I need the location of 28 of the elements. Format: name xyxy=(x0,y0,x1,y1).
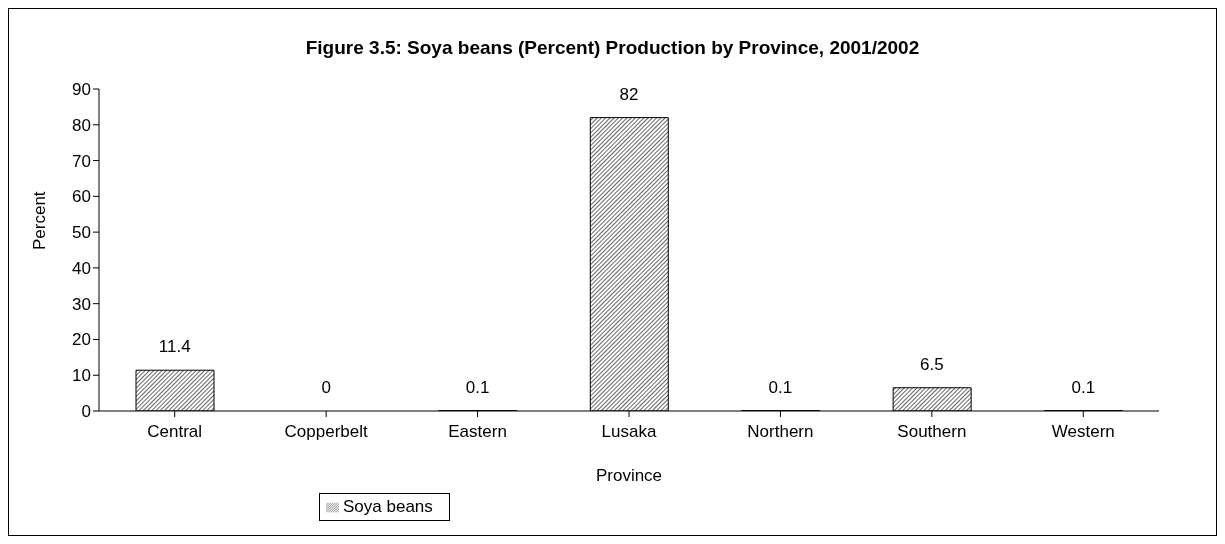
data-label: 0 xyxy=(321,378,331,397)
x-tick-label: Lusaka xyxy=(601,422,657,442)
data-label: 0.1 xyxy=(465,377,490,397)
y-tick-label: 60 xyxy=(72,187,91,207)
y-axis-title: Percent xyxy=(30,191,50,250)
chart-title: Figure 3.5: Soya beans (Percent) Production by Province, 2001/2002 xyxy=(304,37,921,59)
x-tick-label: Central xyxy=(147,422,203,442)
data-label: 0.1 xyxy=(768,377,793,397)
y-tick-label: 40 xyxy=(72,258,91,278)
x-axis-title: Province xyxy=(595,466,663,485)
y-tick-label: 50 xyxy=(72,223,91,243)
y-tick-label: 90 xyxy=(72,80,91,100)
y-tick-label: 20 xyxy=(72,330,91,350)
data-label: 82 xyxy=(619,84,639,104)
x-tick-label: Southern xyxy=(897,422,967,442)
y-tick-label: 0 xyxy=(81,402,91,422)
data-label: 6.5 xyxy=(920,354,944,374)
y-tick-label: 30 xyxy=(72,294,91,314)
y-tick-label: 10 xyxy=(72,366,91,386)
data-label: 11.4 xyxy=(158,337,191,357)
y-tick-label: 80 xyxy=(72,115,91,135)
x-tick-label: Northern xyxy=(747,422,814,442)
x-tick-label: Western xyxy=(1051,422,1115,442)
legend-label: Soya beans xyxy=(343,497,433,516)
data-label: 0.1 xyxy=(1071,377,1096,397)
x-tick-label: Eastern xyxy=(448,422,507,442)
y-tick-label: 70 xyxy=(72,151,91,171)
x-tick-label: Copperbelt xyxy=(284,422,368,442)
